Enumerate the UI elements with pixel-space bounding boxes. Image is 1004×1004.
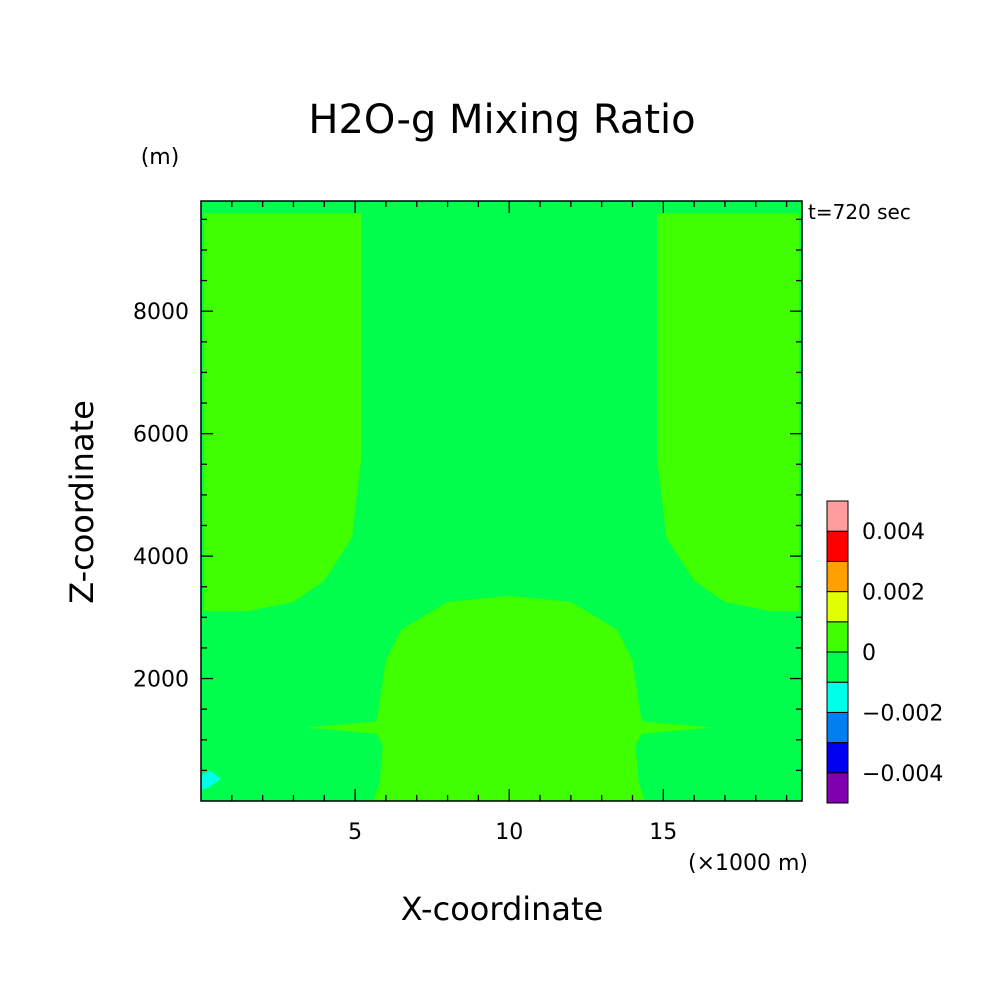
colorbar-swatch xyxy=(826,711,849,744)
upper-left-positive-region xyxy=(204,213,362,612)
x-tick-label: 10 xyxy=(495,820,523,845)
y-tick-label: 8000 xyxy=(133,300,189,325)
x-axis-ticks: 5 10 15 xyxy=(231,201,788,845)
y-axis-title: Z-coordinate xyxy=(63,400,101,604)
colorbar-swatch xyxy=(826,772,849,804)
colorbar-swatch xyxy=(826,530,849,562)
x-tick-label: 15 xyxy=(649,820,677,845)
y-axis-ticks: 2000 4000 6000 8000 xyxy=(133,218,802,772)
lower-center-positive-region xyxy=(305,595,713,801)
y-tick-label: 6000 xyxy=(133,423,189,448)
lower-left-negative-region xyxy=(201,770,221,790)
colorbar-swatch xyxy=(826,591,849,623)
x-tick-label: 5 xyxy=(348,820,362,845)
colorbar-tick-label: −0.002 xyxy=(862,701,943,726)
colorbar-tick-label: 0 xyxy=(862,641,876,666)
colorbar-swatch xyxy=(826,560,849,593)
colorbar-tick-label: −0.004 xyxy=(862,762,943,787)
plot-area xyxy=(200,200,803,802)
colorbar-swatch xyxy=(826,500,849,532)
x-axis-title: X-coordinate xyxy=(401,890,604,928)
plot-frame xyxy=(200,200,803,802)
colorbar-swatch xyxy=(826,742,849,774)
time-label: t=720 sec xyxy=(808,200,911,224)
y-axis-unit: (m) xyxy=(141,145,180,170)
colorbar: −0.004 −0.002 0 0.002 0.004 xyxy=(826,500,943,804)
y-tick-label: 2000 xyxy=(133,668,189,693)
colorbar-swatch xyxy=(826,621,849,653)
x-axis-unit: (×1000 m) xyxy=(688,851,808,876)
y-tick-label: 4000 xyxy=(133,545,189,570)
colorbar-swatch xyxy=(826,681,849,713)
colorbar-swatch xyxy=(826,651,849,683)
upper-right-positive-region xyxy=(657,213,799,612)
chart-title: H2O-g Mixing Ratio xyxy=(308,97,695,143)
colorbar-tick-label: 0.004 xyxy=(862,520,925,545)
colorbar-tick-label: 0.002 xyxy=(862,581,925,606)
